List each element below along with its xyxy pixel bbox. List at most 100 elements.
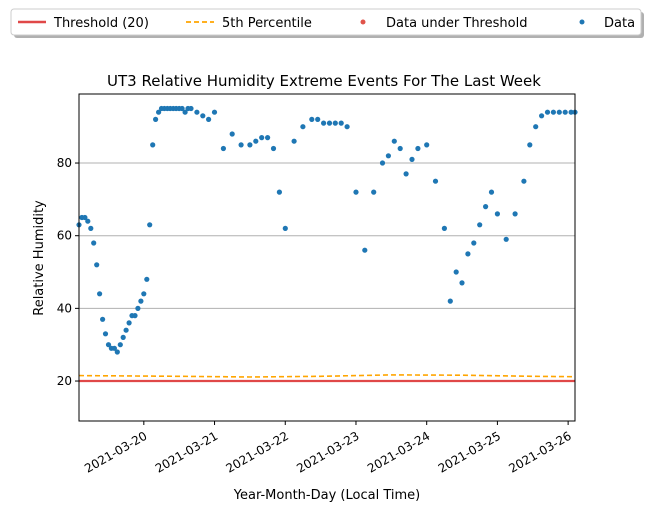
data-point: [259, 135, 265, 141]
y-tick-label: 80: [57, 156, 72, 170]
data-point: [97, 291, 103, 297]
data-point: [403, 171, 409, 177]
data-point: [344, 124, 350, 130]
data-point: [229, 131, 235, 137]
data-point: [120, 334, 126, 340]
data-point: [114, 349, 120, 355]
data-point: [362, 247, 368, 253]
data-point: [315, 116, 321, 122]
data-point: [353, 189, 359, 195]
data-point: [321, 120, 327, 126]
x-tick-label: 2021-03-24: [365, 429, 432, 476]
y-axis-ticks: 20 40 60 80: [57, 156, 79, 388]
data-point: [126, 320, 132, 326]
data-point: [141, 291, 147, 297]
legend-data-marker: [579, 19, 585, 25]
data-point: [483, 204, 489, 210]
data-point: [477, 222, 483, 228]
data-point: [123, 327, 129, 333]
data-point: [447, 298, 453, 304]
data-point: [512, 211, 518, 217]
data-point: [276, 189, 282, 195]
data-point: [391, 138, 397, 144]
data-point: [527, 142, 533, 148]
data-point: [415, 145, 421, 152]
plot-lines: [78, 374, 576, 383]
data-point: [132, 313, 138, 319]
data-point: [82, 214, 88, 221]
data-point: [156, 109, 162, 115]
x-tick-label: 2021-03-20: [82, 429, 149, 476]
data-point: [379, 160, 386, 166]
data-point: [291, 138, 297, 144]
legend-threshold-label: Threshold (20): [53, 16, 149, 31]
x-tick-label: 2021-03-21: [153, 429, 220, 476]
data-point: [102, 331, 109, 337]
data-point: [100, 316, 106, 322]
data-point: [332, 120, 338, 126]
data-point: [135, 305, 141, 311]
data-point: [556, 109, 562, 115]
plot-frame: [78, 93, 576, 422]
data-point: [494, 211, 500, 217]
data-point: [182, 109, 188, 115]
y-tick-label: 40: [57, 301, 72, 315]
data-point: [432, 178, 439, 184]
legend-data-label: Data: [604, 16, 635, 31]
data-points: [76, 105, 578, 355]
data-point: [220, 145, 226, 152]
legend-under-threshold-label: Data under Threshold: [386, 16, 527, 31]
data-point: [453, 269, 459, 275]
data-point: [200, 113, 206, 119]
data-point: [105, 342, 112, 348]
y-tick-label: 20: [57, 374, 72, 388]
data-point: [465, 251, 471, 257]
x-tick-label: 2021-03-23: [294, 429, 361, 476]
data-point: [238, 142, 244, 148]
data-point: [562, 109, 568, 115]
data-point: [111, 345, 117, 351]
chart-title: UT3 Relative Humidity Extreme Events For…: [107, 72, 541, 90]
x-tick-label: 2021-03-22: [224, 429, 291, 476]
legend-under-threshold-marker: [360, 19, 366, 25]
data-point: [179, 105, 185, 112]
data-point: [371, 189, 377, 195]
data-point: [85, 218, 91, 224]
data-point: [409, 156, 415, 162]
data-point: [270, 145, 277, 152]
data-point: [147, 222, 153, 228]
data-point: [544, 109, 551, 115]
data-point: [206, 116, 212, 122]
x-axis-ticks: 2021-03-20 2021-03-21 2021-03-22 2021-03-23…: [82, 421, 574, 476]
data-point: [194, 109, 200, 115]
data-point: [471, 240, 477, 246]
data-point: [138, 298, 144, 304]
data-point: [94, 262, 100, 268]
data-point: [150, 142, 156, 148]
data-point: [144, 276, 150, 282]
gridlines: [79, 162, 575, 382]
data-point: [117, 342, 123, 348]
data-point: [397, 145, 403, 152]
data-point: [88, 225, 94, 231]
data-point: [521, 178, 527, 184]
data-point: [424, 142, 430, 148]
y-tick-label: 60: [57, 229, 72, 243]
data-point: [441, 225, 447, 231]
data-point: [247, 142, 253, 148]
x-tick-label: 2021-03-25: [436, 429, 503, 476]
x-tick-label: 2021-03-26: [506, 429, 573, 476]
data-point: [282, 225, 288, 231]
y-axis-label: Relative Humidity: [32, 200, 47, 316]
data-point: [550, 109, 557, 115]
data-point: [309, 116, 315, 122]
data-point: [385, 153, 391, 159]
data-point: [338, 120, 344, 126]
data-point: [91, 240, 97, 246]
data-point: [188, 105, 194, 112]
data-point: [253, 138, 259, 144]
legend: Threshold (20) 5th Percentile Data under…: [10, 8, 644, 38]
data-point: [459, 280, 465, 286]
data-point: [300, 124, 306, 130]
